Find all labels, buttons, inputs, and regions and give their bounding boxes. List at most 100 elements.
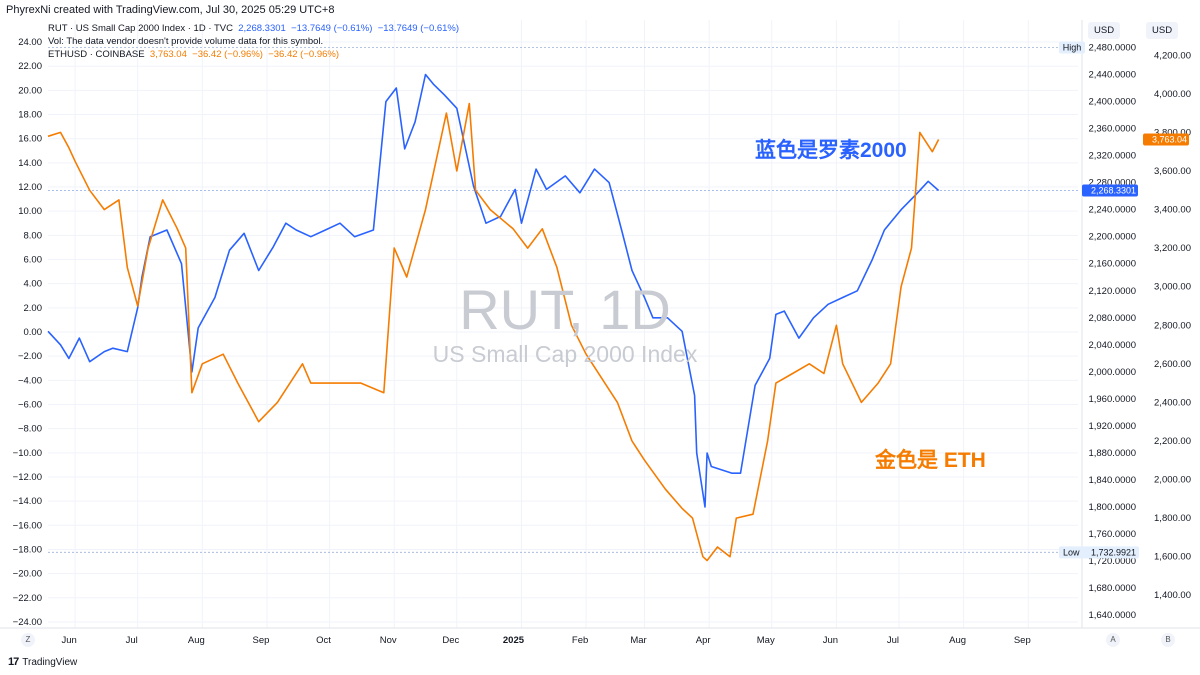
rut-scale-unit[interactable]: USD (1088, 22, 1121, 39)
rut-axis-tick-label: 2,000.0000 (1088, 367, 1136, 378)
rut-last-price-tag-bg (1082, 184, 1138, 197)
legend-eth-change: −36.42 (−0.96%) (192, 49, 263, 60)
left-axis-tick-label: −14.00 (13, 496, 42, 507)
legend-rut-row[interactable]: RUT · US Small Cap 2000 Index · 1D · TVC… (48, 22, 459, 35)
left-axis-tick-label: 2.00 (24, 303, 43, 314)
eth-axis-tick-label: 2,000.00 (1154, 475, 1191, 486)
legend-vol-note: Vol: The data vendor doesn't provide vol… (48, 36, 324, 47)
left-axis-tick-label: 16.00 (18, 134, 42, 145)
rut-last-price-tag: 2,268.3301 (1091, 186, 1136, 196)
x-axis-tick-label: May (757, 635, 775, 646)
rut-series-line (47, 73, 940, 508)
rut-axis-tick-label: 2,360.0000 (1088, 124, 1136, 135)
left-axis-tick-label: 4.00 (24, 279, 43, 290)
eth-axis-tick-label: 3,000.00 (1154, 282, 1191, 293)
left-axis-tick-label: −24.00 (13, 617, 42, 628)
rut-axis-tick-label: 1,720.0000 (1088, 556, 1136, 567)
x-axis-tick-label: Jul (887, 635, 899, 646)
legend-rut-label: RUT · US Small Cap 2000 Index · 1D · TVC (48, 23, 233, 34)
eth-axis-tick-label: 2,400.00 (1154, 397, 1191, 408)
rut-axis-tick-label: 2,120.0000 (1088, 286, 1136, 297)
rut-axis-tick-label: 2,160.0000 (1088, 259, 1136, 270)
left-axis-tick-label: 8.00 (24, 230, 43, 241)
tradingview-brand-label: TradingView (22, 656, 78, 668)
rut-axis-tick-label: 1,880.0000 (1088, 448, 1136, 459)
rut-axis-tick-label: 2,320.0000 (1088, 151, 1136, 162)
symbol-watermark: RUT, 1D US Small Cap 2000 Index (345, 280, 785, 368)
left-axis-tick-label: 6.00 (24, 255, 43, 266)
x-axis-tick-label: Dec (442, 635, 459, 646)
x-axis-tick-label: Jun (61, 635, 76, 646)
x-axis-tick-label: 2025 (503, 635, 525, 646)
eth-axis-tick-label: 1,600.00 (1154, 552, 1191, 563)
x-axis-tick-label: Nov (380, 635, 397, 646)
eth-axis-tick-label: 3,600.00 (1154, 166, 1191, 177)
left-axis-tick-label: 24.00 (18, 37, 42, 48)
auto-scale-button[interactable]: A (1106, 633, 1120, 647)
legend-rut-change-pct: −13.7649 (−0.61%) (377, 23, 460, 34)
rut-axis-tick-label: 2,480.0000 (1088, 42, 1136, 53)
legend-eth-row[interactable]: ETHUSD · COINBASE 3,763.04 −36.42 (−0.96… (48, 48, 459, 61)
left-axis-tick-label: −20.00 (13, 569, 42, 580)
rut-axis-tick-label: 2,040.0000 (1088, 340, 1136, 351)
left-axis-tick-label: −2.00 (18, 351, 42, 362)
eth-axis-tick-label: 1,800.00 (1154, 513, 1191, 524)
rut-axis-tick-label: 1,960.0000 (1088, 394, 1136, 405)
rut-axis-tick-label: 2,440.0000 (1088, 70, 1136, 81)
x-axis-tick-label: Sep (253, 635, 270, 646)
left-axis-tick-label: −4.00 (18, 375, 42, 386)
tradingview-logo-icon: 17 (8, 656, 19, 668)
rut-axis-tick-label: 1,800.0000 (1088, 502, 1136, 513)
legend-eth-label: ETHUSD · COINBASE (48, 49, 145, 60)
rut-axis-tick-label: 1,760.0000 (1088, 529, 1136, 540)
left-axis-tick-label: −22.00 (13, 593, 42, 604)
left-axis-tick-label: −18.00 (13, 544, 42, 555)
x-axis-tick-label: Sep (1014, 635, 1031, 646)
zoom-button[interactable]: Z (21, 633, 35, 647)
eth-axis-tick-label: 3,800.00 (1154, 127, 1191, 138)
rut-axis-tick-label: 2,080.0000 (1088, 313, 1136, 324)
scale-button-b[interactable]: B (1161, 633, 1175, 647)
rut-annotation: 蓝色是罗素2000 (755, 139, 907, 162)
chart-credit: PhyrexNi created with TradingView.com, J… (6, 4, 335, 16)
eth-axis-tick-label: 1,400.00 (1154, 590, 1191, 601)
legend: RUT · US Small Cap 2000 Index · 1D · TVC… (48, 22, 459, 61)
x-axis-tick-label: Jun (823, 635, 838, 646)
x-axis-tick-label: Aug (949, 635, 966, 646)
watermark-title: RUT, 1D (459, 278, 671, 341)
eth-axis-tick-label: 4,200.00 (1154, 50, 1191, 61)
rut-axis-tick-label: 1,920.0000 (1088, 421, 1136, 432)
left-axis-tick-label: −10.00 (13, 448, 42, 459)
eth-axis-tick-label: 2,600.00 (1154, 359, 1191, 370)
eth-axis-tick-label: 2,200.00 (1154, 436, 1191, 447)
x-axis-tick-label: Feb (572, 635, 588, 646)
rut-axis-tick-label: 1,640.0000 (1088, 610, 1136, 621)
low-marker-bg (1059, 546, 1139, 559)
low-marker-label: Low (1063, 547, 1080, 557)
eth-axis-tick-label: 4,000.00 (1154, 89, 1191, 100)
eth-axis-tick-label: 3,200.00 (1154, 243, 1191, 254)
x-axis-tick-label: Jul (126, 635, 138, 646)
rut-axis-tick-label: 1,680.0000 (1088, 583, 1136, 594)
x-axis-tick-label: Aug (188, 635, 205, 646)
eth-series-line (47, 102, 940, 562)
rut-axis-tick-label: 2,400.0000 (1088, 97, 1136, 108)
high-marker-label-bg (1059, 41, 1085, 54)
tradingview-brand[interactable]: 17 TradingView (8, 656, 77, 668)
eth-last-price-tag-bg (1143, 133, 1189, 146)
left-axis-tick-label: −12.00 (13, 472, 42, 483)
eth-axis-tick-label: 2,800.00 (1154, 320, 1191, 331)
rut-axis-tick-label: 2,240.0000 (1088, 205, 1136, 216)
left-axis-tick-label: −8.00 (18, 424, 42, 435)
left-axis-tick-label: 0.00 (24, 327, 43, 338)
eth-annotation: 金色是 ETH (875, 449, 986, 472)
left-axis-tick-label: −6.00 (18, 399, 42, 410)
left-axis-tick-label: 14.00 (18, 158, 42, 169)
legend-rut-change: −13.7649 (−0.61%) (291, 23, 373, 34)
eth-axis-tick-label: 3,400.00 (1154, 205, 1191, 216)
eth-scale-unit[interactable]: USD (1146, 22, 1179, 39)
rut-axis-tick-label: 2,280.0000 (1088, 178, 1136, 189)
high-marker-label: High (1063, 42, 1082, 52)
eth-last-price-tag: 3,763.04 (1152, 135, 1187, 145)
